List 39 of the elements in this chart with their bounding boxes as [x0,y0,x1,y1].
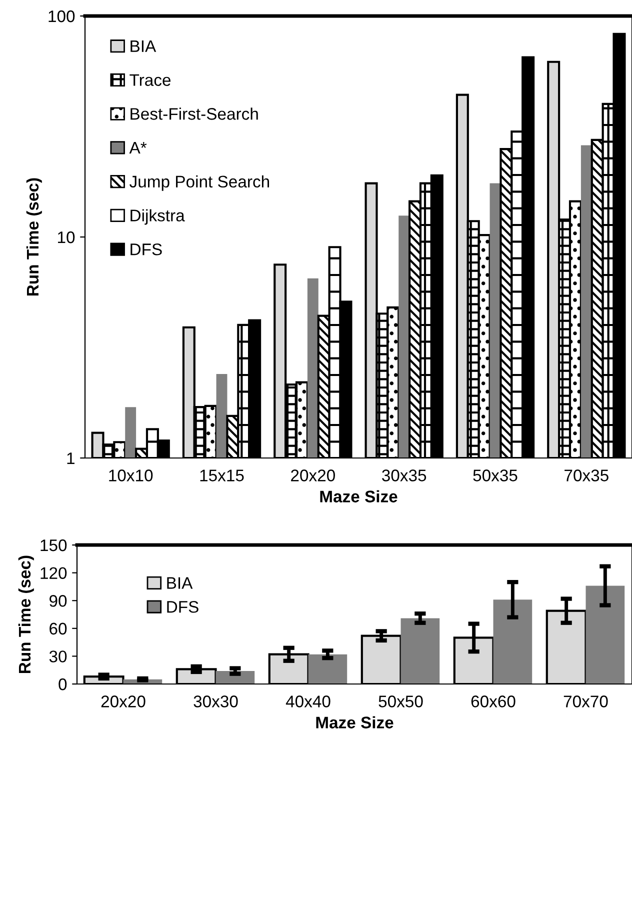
legend-label: Trace [130,74,171,86]
legend-label: Best-First-Search [130,108,258,120]
x-tick-label: 15x15 [200,470,244,482]
x-axis-title: Maze Size [320,490,398,502]
x-axis-title: Maze Size [316,716,394,728]
x-tick-label: 30x35 [382,470,426,482]
y-tick-label: 10 [58,231,75,244]
y-tick-label: 0 [58,678,67,690]
x-tick-label: 20x20 [101,696,146,708]
bar [586,586,625,684]
y-tick-label: 150 [40,539,67,552]
y-tick-label: 60 [50,622,67,635]
legend-label: BIA [167,577,193,589]
x-tick-label: 30x30 [194,696,238,708]
x-tick-label: 70x35 [564,470,608,482]
legend-label: DFS [130,244,162,256]
legend-label: DFS [167,600,198,613]
y-tick-label: 100 [48,10,75,22]
x-tick-label: 60x60 [471,696,516,708]
x-tick-label: 10x10 [109,470,153,482]
y-axis-title: Run Time (sec) [18,556,34,673]
bar [400,618,440,684]
x-tick-label: 50x50 [378,696,423,708]
x-tick-label: 40x40 [286,696,330,708]
x-tick-label: 70x70 [564,696,608,708]
x-tick-label: 20x20 [291,470,335,482]
y-tick-label: 90 [50,595,67,607]
bar [216,671,255,684]
y-tick-label: 30 [49,650,67,662]
legend-label: BIA [130,40,156,52]
y-tick-label: 120 [40,567,67,580]
y-tick-label: 1 [67,452,74,464]
bar [493,600,532,684]
legend-label: Dijkstra [130,209,185,225]
legend-label: Jump Point Search [130,175,270,191]
legend-label: A* [129,142,147,154]
x-tick-label: 50x35 [473,470,518,482]
bar [308,654,348,684]
y-axis-title: Run Time (sec) [26,178,42,296]
